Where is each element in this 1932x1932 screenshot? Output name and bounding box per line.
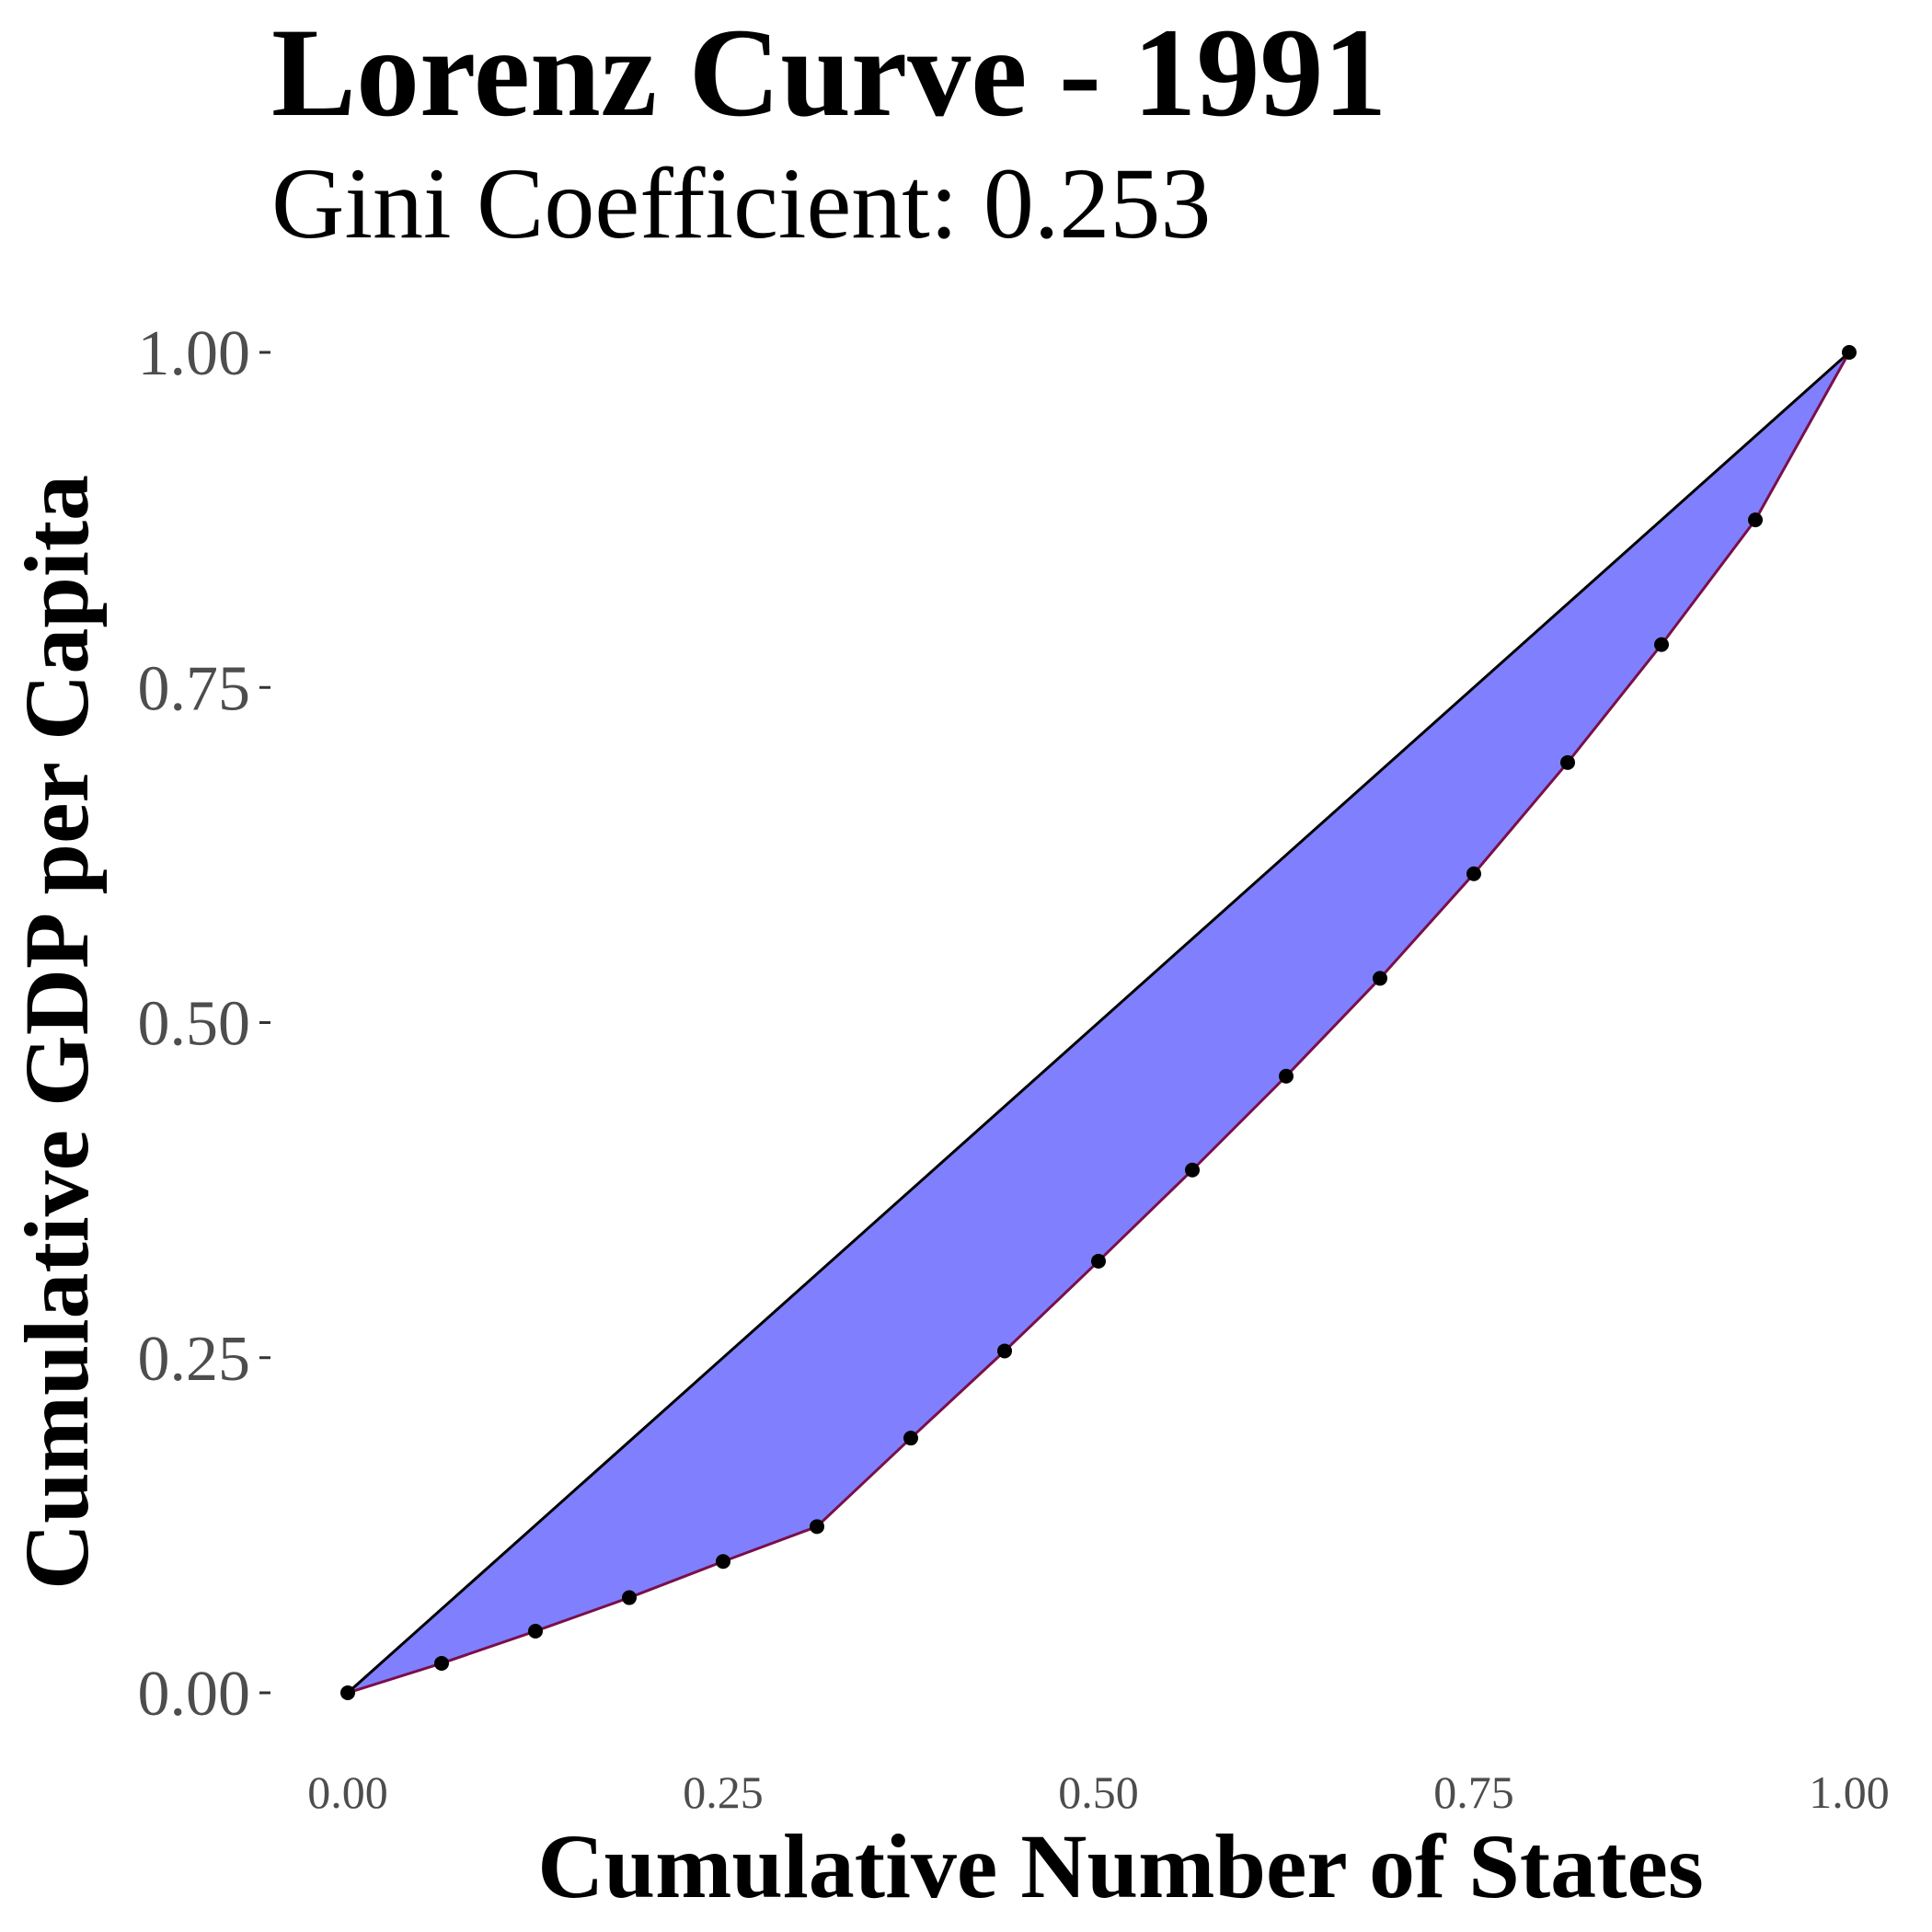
data-point	[1279, 1068, 1294, 1084]
data-point	[1185, 1162, 1200, 1178]
data-point	[434, 1655, 449, 1671]
data-point	[716, 1554, 730, 1570]
data-point	[903, 1431, 918, 1446]
x-tick-label: 0.00	[307, 1766, 388, 1818]
data-point	[997, 1343, 1012, 1359]
data-point	[1654, 637, 1669, 652]
equality-line	[347, 351, 1850, 1695]
data-point	[1748, 512, 1763, 528]
y-tick-label: 0.25	[138, 1324, 251, 1395]
y-tick-label: 0.75	[138, 653, 251, 724]
data-point	[1373, 971, 1387, 986]
y-tick-label: 0.00	[138, 1659, 251, 1730]
x-tick-label: 1.00	[1809, 1766, 1890, 1818]
data-point	[1560, 754, 1575, 770]
plot-area	[340, 345, 1857, 1700]
data-point	[528, 1623, 543, 1639]
x-tick-label: 0.25	[683, 1766, 764, 1818]
x-axis-title: Cumulative Number of States	[537, 1815, 1704, 1917]
data-point	[340, 1685, 355, 1700]
data-point	[1842, 345, 1857, 360]
chart-title: Lorenz Curve - 1991	[271, 2, 1386, 143]
x-tick-label: 0.50	[1058, 1766, 1139, 1818]
y-axis: 0.00 0.25 0.50 0.75 1.00	[138, 318, 270, 1730]
data-points	[340, 345, 1857, 1700]
y-tick-label: 0.50	[138, 989, 251, 1060]
data-point	[1466, 866, 1481, 881]
data-point	[1091, 1253, 1106, 1269]
y-tick-label: 1.00	[138, 318, 251, 389]
x-axis: 0.00 0.25 0.50 0.75 1.00	[307, 1766, 1890, 1818]
data-point	[810, 1519, 824, 1535]
x-tick-label: 0.75	[1433, 1766, 1514, 1818]
data-point	[622, 1590, 637, 1605]
chart-subtitle: Gini Coefficient: 0.253	[271, 147, 1211, 259]
y-axis-title: Cumulative GDP per Capita	[6, 475, 108, 1590]
